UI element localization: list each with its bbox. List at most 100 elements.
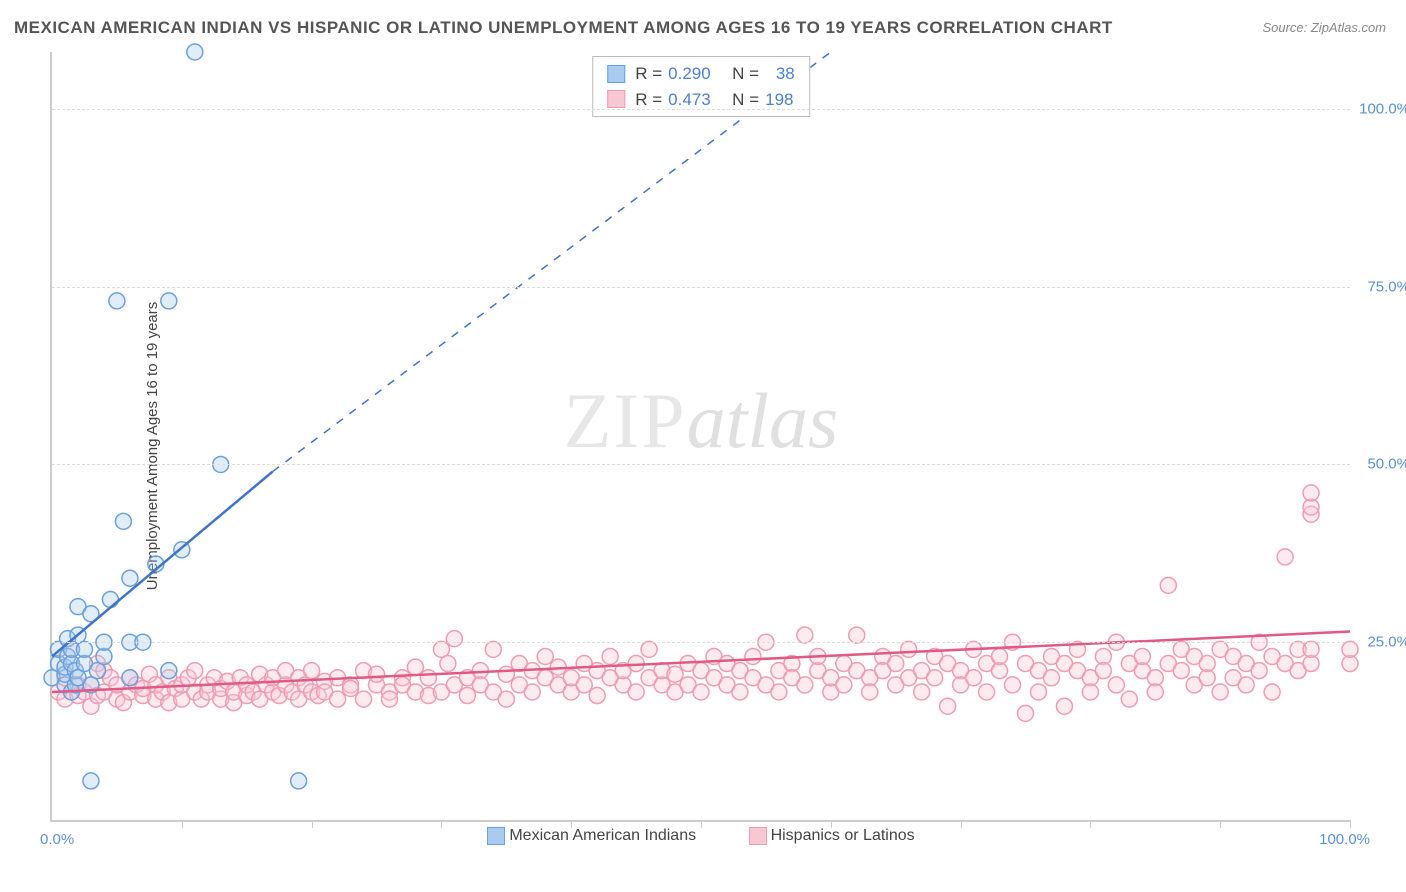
swatch-blue — [607, 65, 625, 83]
x-tick — [182, 820, 183, 828]
data-point — [1212, 684, 1228, 700]
data-point — [966, 670, 982, 686]
swatch-pink — [749, 827, 767, 845]
data-point — [109, 293, 125, 309]
data-point — [161, 293, 177, 309]
data-point — [356, 691, 372, 707]
data-point — [304, 663, 320, 679]
stats-row-blue: R = 0.290 N = 38 — [607, 61, 795, 87]
data-point — [1056, 698, 1072, 714]
data-point — [992, 648, 1008, 664]
swatch-pink — [607, 90, 625, 108]
data-point — [1134, 648, 1150, 664]
data-point — [381, 691, 397, 707]
gridline — [52, 642, 1350, 643]
data-point — [498, 691, 514, 707]
data-point — [537, 648, 553, 664]
data-point — [1199, 656, 1215, 672]
data-point — [732, 684, 748, 700]
plot-area: ZIPatlas R = 0.290 N = 38 R = 0.473 N = … — [50, 52, 1350, 822]
source-attribution: Source: ZipAtlas.com — [1262, 20, 1386, 35]
scatter-svg — [52, 52, 1350, 820]
data-point — [849, 627, 865, 643]
data-point — [330, 691, 346, 707]
x-tick — [312, 820, 313, 828]
data-point — [589, 688, 605, 704]
data-point — [1303, 641, 1319, 657]
data-point — [1043, 670, 1059, 686]
r-value-blue: 0.290 — [668, 61, 711, 87]
bottom-legend: Mexican American Indians Hispanics or La… — [52, 827, 1350, 850]
data-point — [771, 684, 787, 700]
y-tick-label: 100.0% — [1359, 100, 1406, 117]
gridline — [52, 109, 1350, 110]
data-point — [420, 670, 436, 686]
data-point — [797, 627, 813, 643]
data-point — [1005, 677, 1021, 693]
data-point — [628, 684, 644, 700]
gridline — [52, 287, 1350, 288]
data-point — [940, 698, 956, 714]
data-point — [745, 648, 761, 664]
data-point — [291, 773, 307, 789]
legend-label-pink: Hispanics or Latinos — [771, 827, 915, 845]
data-point — [122, 570, 138, 586]
trendline-blue — [52, 472, 273, 657]
swatch-blue — [487, 827, 505, 845]
x-tick — [1220, 820, 1221, 828]
data-point — [459, 688, 475, 704]
data-point — [693, 684, 709, 700]
data-point — [1238, 677, 1254, 693]
data-point — [667, 666, 683, 682]
r-label: R = — [635, 61, 662, 87]
y-tick-label: 25.0% — [1367, 634, 1406, 651]
data-point — [343, 680, 359, 696]
data-point — [1018, 705, 1034, 721]
y-tick-label: 50.0% — [1367, 456, 1406, 473]
data-point — [485, 641, 501, 657]
data-point — [122, 670, 138, 686]
x-tick — [1350, 820, 1351, 828]
data-point — [440, 656, 456, 672]
data-point — [524, 684, 540, 700]
n-value-blue: 38 — [776, 61, 795, 87]
data-point — [1108, 677, 1124, 693]
data-point — [901, 641, 917, 657]
data-point — [187, 44, 203, 60]
data-point — [914, 684, 930, 700]
data-point — [602, 648, 618, 664]
data-point — [1264, 684, 1280, 700]
data-point — [1082, 684, 1098, 700]
data-point — [641, 641, 657, 657]
data-point — [407, 659, 423, 675]
data-point — [498, 666, 514, 682]
data-point — [76, 641, 92, 657]
data-point — [1147, 684, 1163, 700]
gridline — [52, 464, 1350, 465]
data-point — [369, 666, 385, 682]
x-tick — [701, 820, 702, 828]
n-label: N = — [732, 61, 759, 87]
data-point — [979, 684, 995, 700]
data-point — [161, 663, 177, 679]
legend-label-blue: Mexican American Indians — [509, 827, 696, 845]
data-point — [927, 670, 943, 686]
x-tick — [571, 820, 572, 828]
x-tick — [831, 820, 832, 828]
x-tick — [1090, 820, 1091, 828]
data-point — [187, 663, 203, 679]
data-point — [1160, 577, 1176, 593]
y-tick-label: 75.0% — [1367, 278, 1406, 295]
legend-item-blue: Mexican American Indians — [487, 827, 696, 845]
data-point — [1173, 663, 1189, 679]
data-point — [1030, 684, 1046, 700]
data-point — [1251, 663, 1267, 679]
data-point — [1277, 549, 1293, 565]
data-point — [83, 773, 99, 789]
x-tick — [961, 820, 962, 828]
data-point — [1095, 663, 1111, 679]
data-point — [797, 677, 813, 693]
data-point — [576, 677, 592, 693]
data-point — [888, 656, 904, 672]
stats-legend-box: R = 0.290 N = 38 R = 0.473 N = 198 — [592, 56, 810, 117]
